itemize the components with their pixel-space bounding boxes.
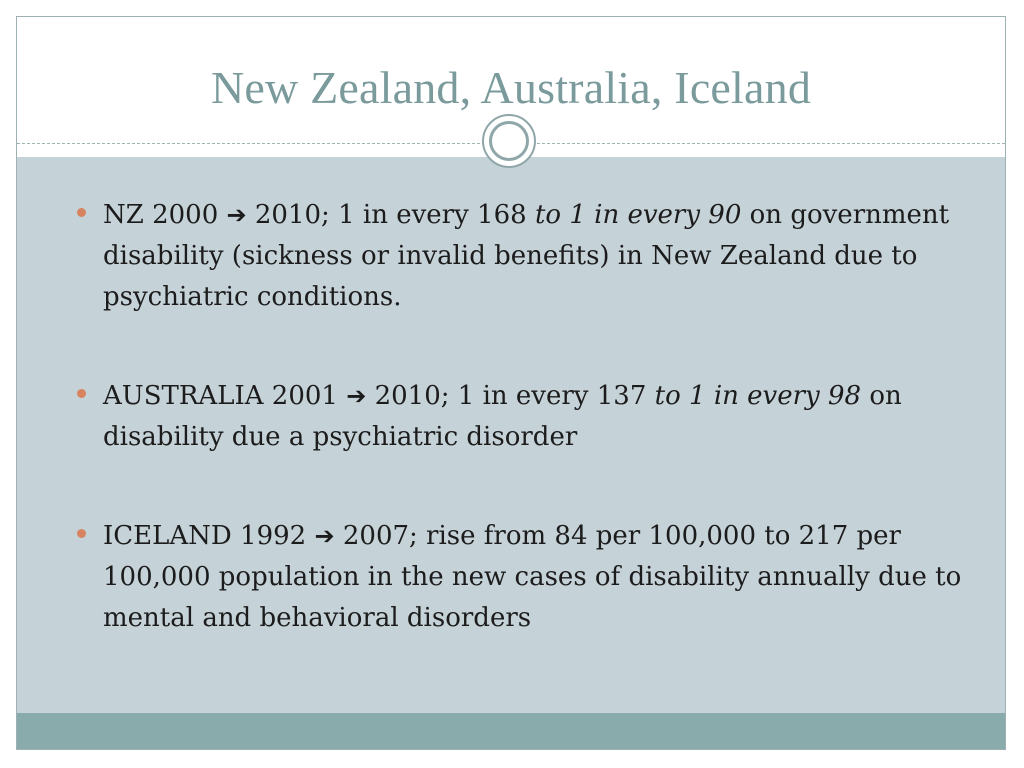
bullet-text-mid: 2010; 1 in every 137 [366,381,655,411]
arrow-right-icon: ➔ [314,522,335,550]
slide: New Zealand, Australia, Iceland NZ 2000 … [16,16,1006,750]
bullet-text-lead: NZ 2000 [103,200,227,230]
bullet-text-mid: 2007; rise from 84 per 100,000 to 217 pe… [103,521,962,633]
slide-title: New Zealand, Australia, Iceland [210,62,812,113]
bullet-text-lead: AUSTRALIA 2001 [103,381,347,411]
arrow-right-icon: ➔ [346,382,367,410]
bullet-text: AUSTRALIA 2001 ➔ 2010; 1 in every 137 to… [103,376,983,458]
bullet-text-tail: on disability due a psychiatric disorder [103,381,902,452]
bullet-text-tail: on government disability (sickness or in… [103,200,950,312]
content-area: NZ 2000 ➔ 2010; 1 in every 168 to 1 in e… [17,157,1005,715]
bullet-text-italic: to 1 in every 98 [654,381,862,411]
bullet-text-lead: ICELAND 1992 [103,521,315,551]
bullet-text-italic: to 1 in every 90 [534,200,742,230]
bullet-dot-icon [77,389,86,398]
ring-ornament-icon [482,114,536,168]
bullet-text: ICELAND 1992 ➔ 2007; rise from 84 per 10… [103,516,983,639]
arrow-right-icon: ➔ [226,201,247,229]
bullet-dot-icon [77,529,86,538]
bullet-text: NZ 2000 ➔ 2010; 1 in every 168 to 1 in e… [103,195,983,318]
bullet-text-mid: 2010; 1 in every 168 [246,200,535,230]
footer-bar [17,713,1005,749]
bullet-dot-icon [77,208,86,217]
